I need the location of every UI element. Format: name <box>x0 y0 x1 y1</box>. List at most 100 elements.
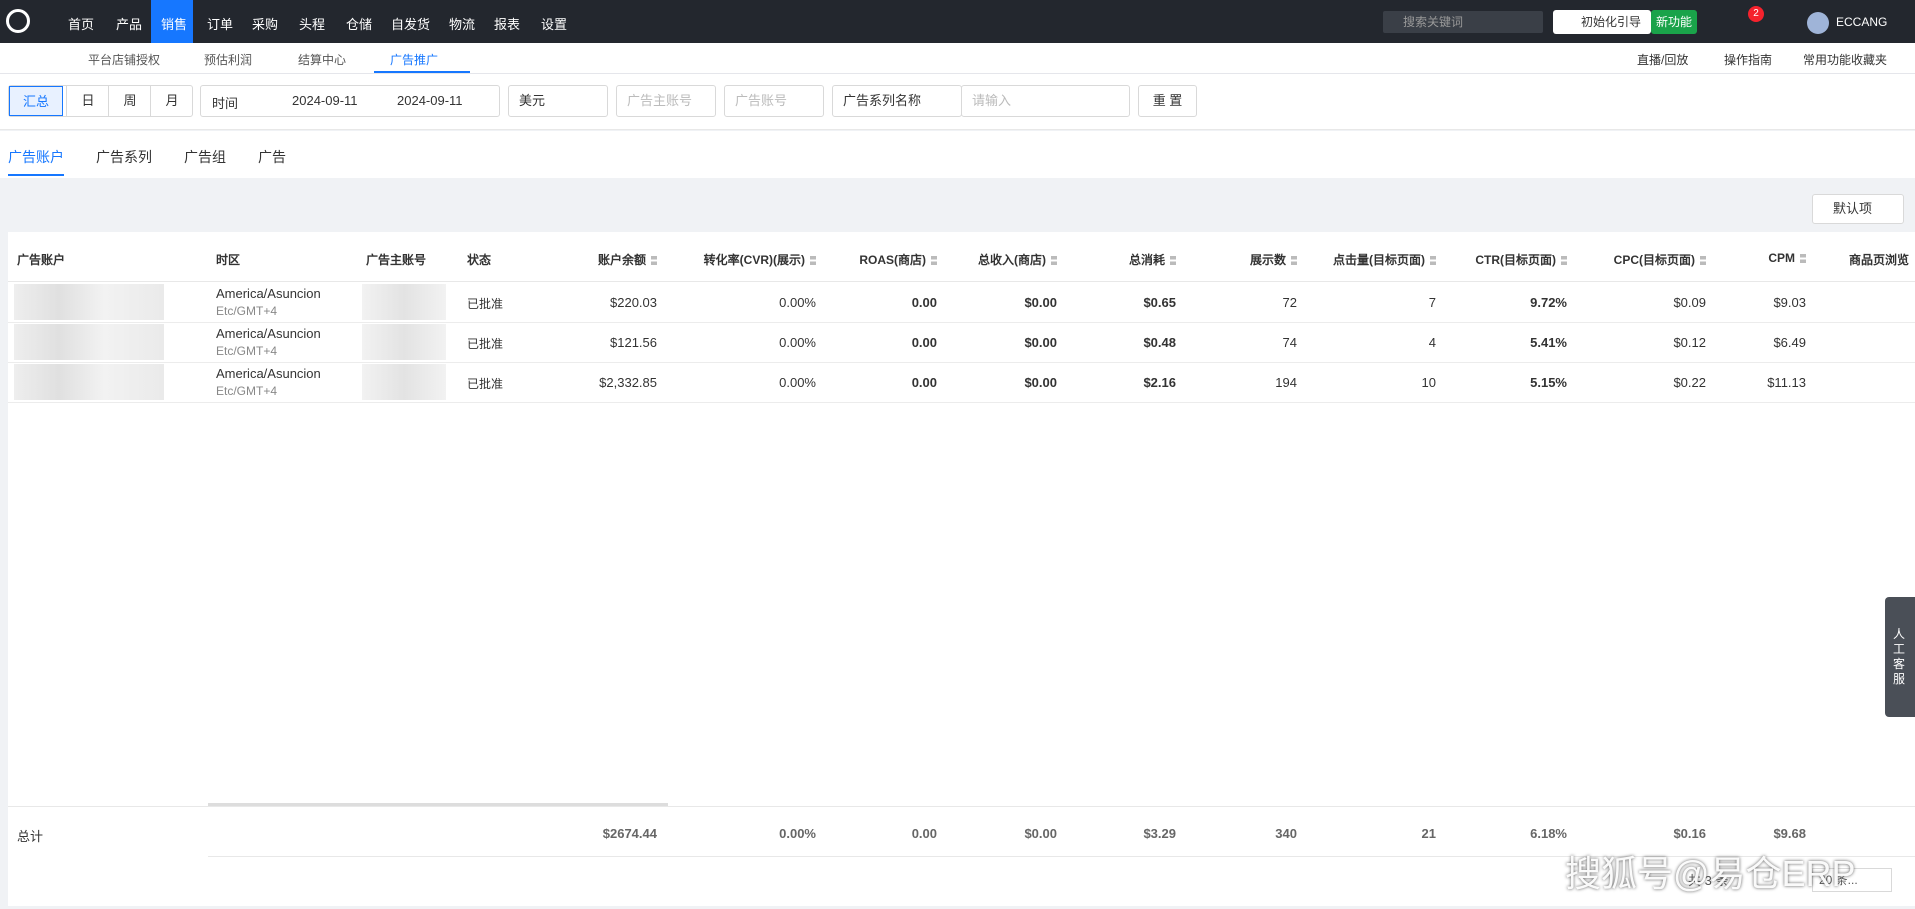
account-select[interactable]: 广告账号 <box>724 85 824 117</box>
sort-icon[interactable] <box>1430 256 1436 266</box>
favorites[interactable]: 常用功能收藏夹 <box>1803 53 1888 67</box>
date-range[interactable] <box>200 85 500 117</box>
blurred-account <box>14 364 164 400</box>
page-size[interactable]: 20 条... <box>1812 868 1892 892</box>
cell: 5.15% <box>1530 375 1567 390</box>
sub-tab[interactable]: 广告 <box>258 149 286 165</box>
tab[interactable]: 预估利润 <box>204 53 253 67</box>
cell: 0.00% <box>779 335 816 350</box>
nav-item[interactable]: 销售 <box>161 17 188 32</box>
sort-icon[interactable] <box>1561 256 1567 266</box>
column-header: 商品页浏览 <box>1849 253 1910 267</box>
reset-button[interactable]: 重 置 <box>1138 85 1197 117</box>
total-cell: 0.00 <box>911 826 937 841</box>
new-feature[interactable]: 新功能 <box>1651 10 1697 34</box>
search-input[interactable]: 请输入 <box>961 85 1130 117</box>
campaign-select[interactable]: 广告系列名称 <box>832 85 962 117</box>
column-header: 广告账户 <box>17 253 66 267</box>
nav-item[interactable]: 产品 <box>116 17 143 32</box>
timezone: America/Asuncion <box>216 286 321 301</box>
guide-button[interactable]: 初始化引导 <box>1553 10 1651 34</box>
column-header: 总消耗 <box>1129 251 1176 268</box>
badge: 2 <box>1748 6 1764 22</box>
manual[interactable]: 操作指南 <box>1724 53 1773 67</box>
nav-item[interactable]: 自发货 <box>391 17 431 32</box>
scrollbar[interactable] <box>208 803 668 806</box>
cell: 5.41% <box>1530 335 1567 350</box>
support-widget[interactable]: 人工客服 <box>1885 597 1915 717</box>
status: 已批准 <box>467 297 504 311</box>
column-header: 总收入(商店) <box>978 251 1057 268</box>
column-header: CTR(目标页面) <box>1475 251 1567 268</box>
period-button[interactable]: 周 <box>108 86 151 116</box>
end-date[interactable]: 2024-09-11 <box>397 93 463 108</box>
start-date[interactable]: 2024-09-11 <box>292 93 358 108</box>
cell: $2.16 <box>1143 375 1176 390</box>
sort-icon[interactable] <box>810 256 816 266</box>
user[interactable]: ECCANG <box>1836 15 1888 29</box>
advertiser-select[interactable]: 广告主账号 <box>616 85 716 117</box>
active-subtab-line <box>8 174 64 176</box>
avatar[interactable] <box>1807 12 1829 34</box>
period-button[interactable]: 月 <box>150 86 193 116</box>
column-header: ROAS(商店) <box>859 251 937 268</box>
sub-tab[interactable]: 广告账户 <box>8 149 64 165</box>
period-button[interactable]: 日 <box>66 86 109 116</box>
sort-icon[interactable] <box>1700 256 1706 266</box>
tab[interactable]: 平台店铺授权 <box>88 53 161 67</box>
logo[interactable] <box>6 9 30 33</box>
cell: 0.00 <box>911 295 937 310</box>
total-cell: $0.16 <box>1673 826 1706 841</box>
column-header: CPC(目标页面) <box>1614 251 1706 268</box>
timezone: America/Asuncion <box>216 366 321 381</box>
timezone-offset: Etc/GMT+4 <box>216 384 278 398</box>
tab[interactable]: 结算中心 <box>298 53 347 67</box>
sub-tab[interactable]: 广告系列 <box>96 149 152 165</box>
blurred-account <box>14 324 164 360</box>
sort-icon[interactable] <box>1170 256 1176 266</box>
table-divider <box>8 806 1915 807</box>
cell: 72 <box>1282 295 1297 310</box>
nav-item[interactable]: 报表 <box>494 17 521 32</box>
nav-item[interactable]: 物流 <box>449 17 476 32</box>
columns-button[interactable]: 默认项 <box>1812 194 1904 224</box>
cell: $2,332.85 <box>599 375 657 390</box>
column-header: 时区 <box>216 253 241 267</box>
sort-icon[interactable] <box>651 256 657 266</box>
nav-item[interactable]: 仓储 <box>346 17 373 32</box>
cell: $11.13 <box>1767 375 1806 390</box>
total-cell: 0.00% <box>779 826 816 841</box>
cell: $0.22 <box>1673 375 1706 390</box>
active-nav-bg <box>151 0 193 43</box>
search[interactable]: 搜索关键词 <box>1383 11 1543 33</box>
period-button[interactable]: 汇总 <box>9 86 63 116</box>
nav-item[interactable]: 设置 <box>541 17 568 32</box>
top-nav: 搜索关键词 初始化引导 新功能 2 ECCANG 首页 产品 销售 订单 采购 头程 仓储 自… <box>0 0 1915 43</box>
cell: $6.49 <box>1773 335 1806 350</box>
nav-item[interactable]: 头程 <box>299 17 326 32</box>
sort-icon[interactable] <box>1051 256 1057 266</box>
total-cell: $2674.44 <box>602 826 657 841</box>
nav-item[interactable]: 订单 <box>207 17 234 32</box>
time-label: 时间 <box>212 96 239 111</box>
sort-icon[interactable] <box>1291 256 1297 266</box>
tab-bar: 直播/回放 操作指南 常用功能收藏夹 平台店铺授权 预估利润 结算中心 广告推广 <box>0 43 1915 74</box>
nav-item[interactable]: 采购 <box>252 17 279 32</box>
sub-tab[interactable]: 广告组 <box>184 149 226 165</box>
tab[interactable]: 广告推广 <box>390 53 439 67</box>
status: 已批准 <box>467 337 504 351</box>
live[interactable]: 直播/回放 <box>1637 53 1689 67</box>
cell: $121.56 <box>610 335 657 350</box>
cell: $0.65 <box>1143 295 1176 310</box>
total-cell: 总计 <box>17 829 44 844</box>
header-line <box>8 281 1915 282</box>
cell: 9.72% <box>1530 295 1567 310</box>
nav-item[interactable]: 首页 <box>68 17 95 32</box>
row-line <box>8 362 1915 363</box>
sort-icon[interactable] <box>1800 254 1806 264</box>
cell: $0.12 <box>1673 335 1706 350</box>
blurred-advertiser <box>362 284 446 320</box>
sort-icon[interactable] <box>931 256 937 266</box>
cell: 74 <box>1282 335 1297 350</box>
currency[interactable]: 美元 <box>508 85 608 117</box>
